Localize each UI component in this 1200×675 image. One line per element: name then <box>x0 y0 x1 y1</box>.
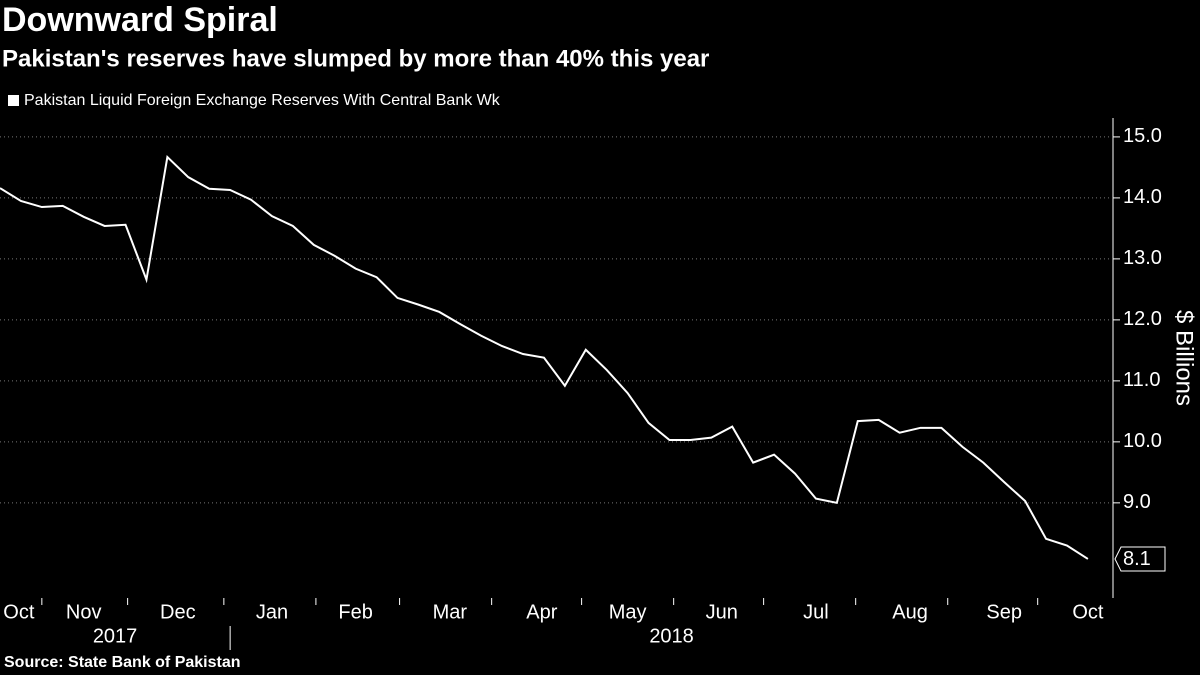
y-tick-label: 14.0 <box>1123 186 1162 208</box>
y-axis-label: $ Billions <box>1171 310 1198 406</box>
chart-title: Downward Spiral <box>2 1 278 39</box>
y-tick-label: 12.0 <box>1123 308 1162 330</box>
x-tick-label: Sep <box>986 601 1022 623</box>
value-label: 8.1 <box>1123 548 1151 570</box>
legend-swatch <box>8 95 19 106</box>
x-tick-label: Feb <box>338 601 372 623</box>
x-tick-label: Oct <box>1072 601 1104 623</box>
line <box>0 155 1089 560</box>
year-label: 2017 <box>93 625 138 647</box>
legend-label: Pakistan Liquid Foreign Exchange Reserve… <box>24 92 501 109</box>
chart-subtitle: Pakistan's reserves have slumped by more… <box>2 45 709 72</box>
x-tick-label: Jul <box>803 601 829 623</box>
x-tick-label: Dec <box>160 601 196 623</box>
y-tick-label: 9.0 <box>1123 491 1151 513</box>
x-tick-label: Apr <box>526 601 557 623</box>
y-tick-label: 10.0 <box>1123 430 1162 452</box>
y-tick-label: 11.0 <box>1123 369 1160 391</box>
source: Source: State Bank of Pakistan <box>4 654 241 671</box>
y-tick-label: 13.0 <box>1123 247 1162 269</box>
x-tick-label: Aug <box>892 601 928 623</box>
x-tick-label: Jan <box>256 601 288 623</box>
value-label-box <box>1114 546 1166 572</box>
x-tick-label: Jun <box>706 601 738 623</box>
y-tick-label: 15.0 <box>1123 125 1162 147</box>
x-tick-label: Oct <box>3 601 35 623</box>
x-tick-label: May <box>609 601 647 623</box>
x-tick-label: Mar <box>433 601 468 623</box>
year-label: 2018 <box>649 625 694 647</box>
x-tick-label: Nov <box>66 601 102 623</box>
